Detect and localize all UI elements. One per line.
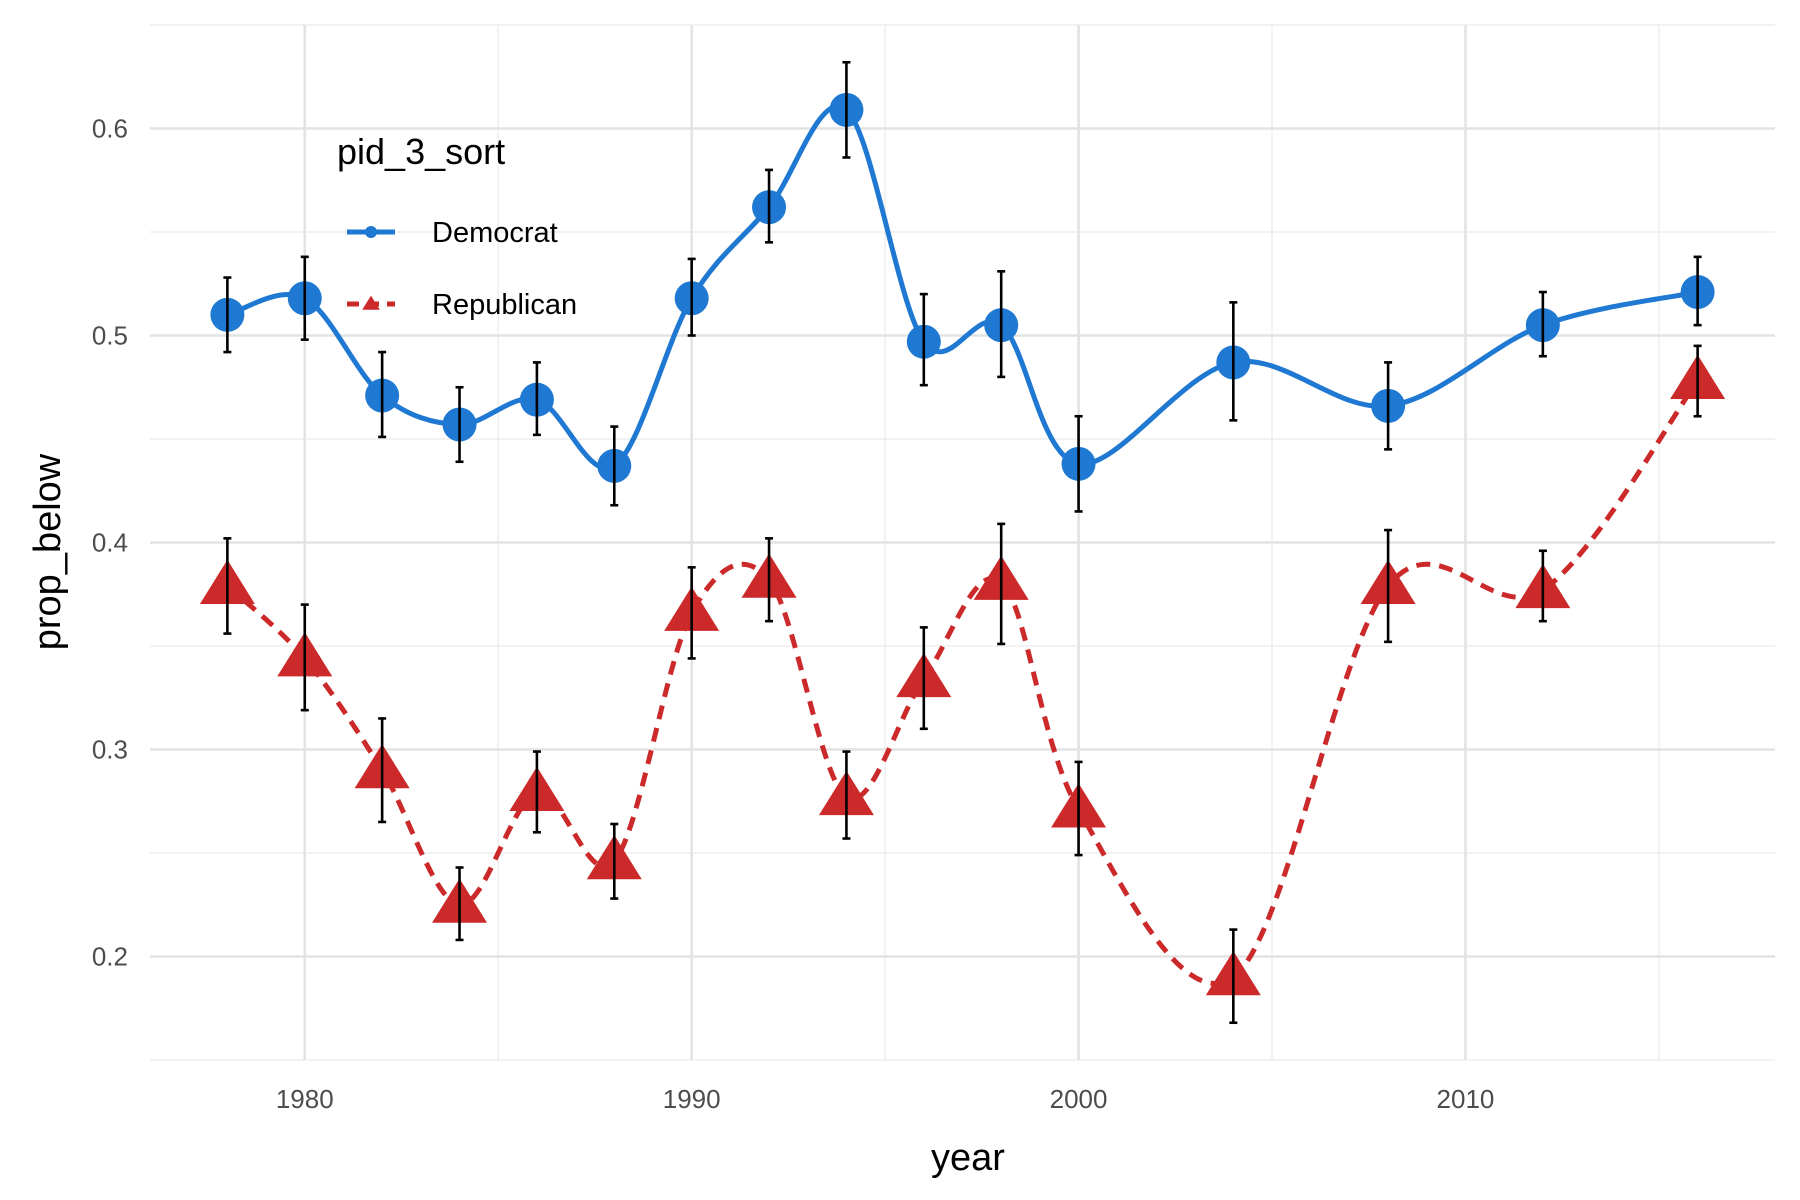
democrat-error-bar: [687, 257, 696, 337]
democrat-error-bar: [1693, 255, 1702, 327]
y-tick-label: 0.2: [92, 942, 128, 972]
republican-error-bar: [1693, 344, 1702, 418]
republican-error-bar: [842, 750, 851, 840]
democrat-error-bar: [919, 292, 928, 387]
democrat-error-bar: [765, 168, 774, 244]
republican-error-bar: [223, 537, 232, 635]
y-tick-label: 0.3: [92, 735, 128, 765]
republican-error-bar: [1384, 528, 1393, 644]
democrat-error-bar: [223, 276, 232, 354]
republican-error-bar: [765, 537, 774, 623]
democrat-error-bar: [997, 270, 1006, 379]
x-tick-label: 2000: [1050, 1084, 1108, 1114]
axes: 1980 1990 2000 2010 0.2 0.3 0.4 0.5 0.6: [92, 114, 1495, 1115]
legend-item-republican: Republican: [347, 289, 577, 321]
republican-error-bar: [532, 750, 541, 834]
republican-error-bar: [455, 866, 464, 942]
y-axis-title: prop_below: [27, 453, 69, 650]
democrat-error-bar: [1229, 301, 1238, 422]
republican-error-bar: [687, 566, 696, 660]
series-republican: [199, 344, 1726, 1025]
legend-label-democrat: Democrat: [432, 217, 558, 249]
democrat-error-bar: [610, 425, 619, 507]
republican-error-bar: [919, 626, 928, 731]
republican-error-bar: [300, 603, 309, 712]
x-tick-label: 1990: [663, 1084, 721, 1114]
democrat-error-bar: [1074, 414, 1083, 513]
legend-key-marker: [362, 295, 380, 310]
democrat-error-bar: [378, 350, 387, 439]
democrat-error-bar: [300, 255, 309, 341]
x-axis-title: year: [931, 1137, 1005, 1179]
x-tick-label: 1980: [276, 1084, 334, 1114]
democrat-error-bar: [1384, 361, 1393, 451]
y-tick-label: 0.4: [92, 528, 128, 558]
republican-error-bar: [1538, 549, 1547, 623]
democrat-error-bar: [1538, 290, 1547, 358]
republican-error-bar: [1074, 760, 1083, 857]
democrat-error-bar: [532, 361, 541, 437]
republican-error-bar: [1229, 928, 1238, 1025]
legend-title: pid_3_sort: [337, 131, 505, 172]
y-tick-label: 0.5: [92, 321, 128, 351]
republican-error-bar: [997, 522, 1006, 646]
republican-error-bar: [610, 822, 619, 900]
republican-error-bar: [378, 717, 387, 824]
democrat-error-bar: [455, 385, 464, 464]
legend-key-marker: [365, 226, 377, 238]
y-tick-label: 0.6: [92, 114, 128, 144]
legend-label-republican: Republican: [432, 289, 577, 321]
legend-item-democrat: Democrat: [347, 217, 558, 249]
grid: [150, 24, 1775, 1061]
x-tick-label: 2010: [1437, 1084, 1495, 1114]
series-layer: [199, 60, 1726, 1025]
legend: pid_3_sort Democrat Republican: [337, 131, 577, 321]
series-democrat: [210, 60, 1715, 513]
democrat-error-bar: [842, 60, 851, 159]
